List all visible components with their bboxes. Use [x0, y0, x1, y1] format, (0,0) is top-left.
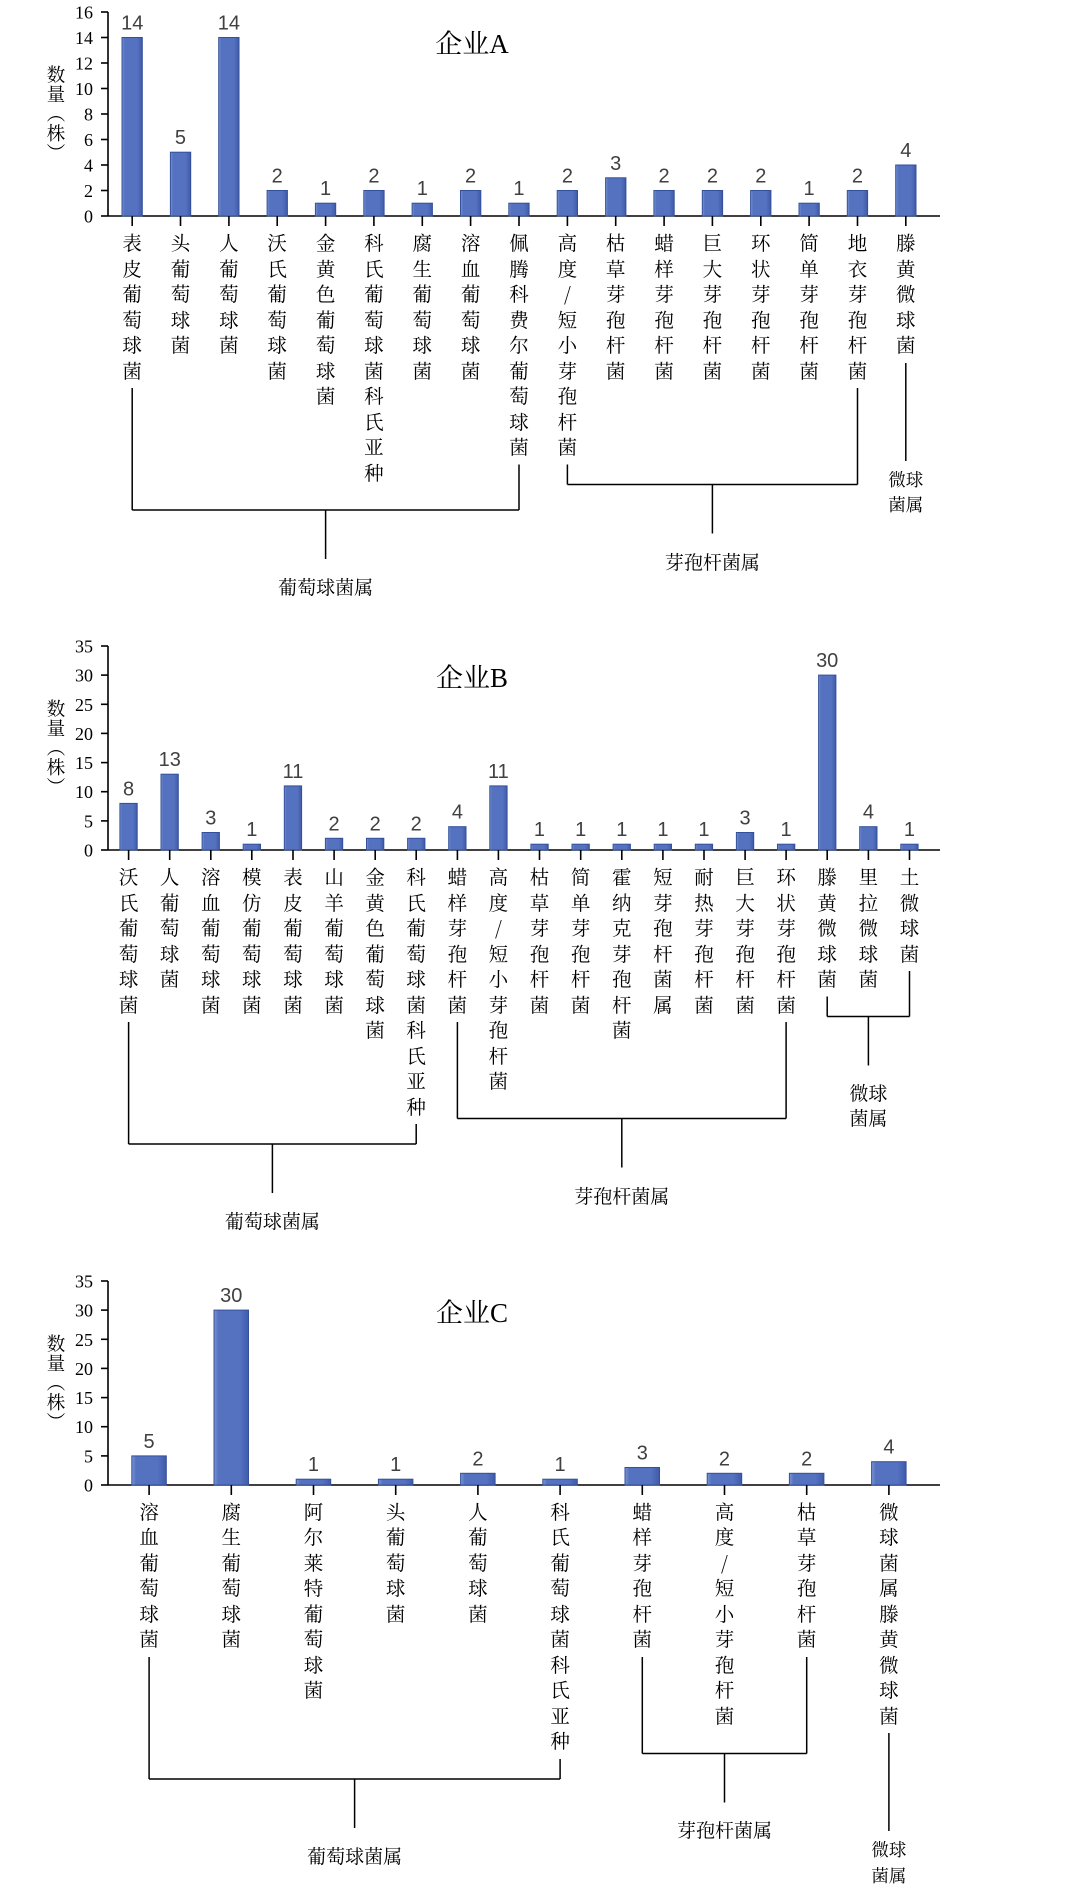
svg-text:11: 11 — [283, 761, 304, 783]
svg-text:1: 1 — [390, 1454, 401, 1476]
svg-text:4: 4 — [900, 140, 911, 162]
svg-text:1: 1 — [320, 178, 331, 200]
svg-text:10: 10 — [75, 1417, 93, 1437]
svg-text:1: 1 — [513, 178, 524, 200]
svg-text:5: 5 — [144, 1431, 155, 1453]
svg-text:1: 1 — [781, 820, 792, 842]
svg-text:2: 2 — [852, 165, 863, 187]
svg-text:2: 2 — [719, 1448, 730, 1470]
svg-text:20: 20 — [75, 724, 93, 744]
svg-text:2: 2 — [368, 165, 379, 187]
svg-text:14: 14 — [218, 12, 240, 34]
svg-text:1: 1 — [575, 820, 586, 842]
svg-text:2: 2 — [801, 1448, 812, 1470]
svg-text:2: 2 — [84, 181, 93, 201]
svg-text:5: 5 — [175, 127, 186, 149]
svg-text:8: 8 — [84, 104, 93, 124]
svg-text:4: 4 — [863, 802, 874, 824]
svg-text:1: 1 — [804, 178, 815, 200]
svg-text:2: 2 — [659, 165, 670, 187]
svg-text:0: 0 — [84, 1475, 93, 1495]
svg-text:企业B: 企业B — [436, 663, 508, 693]
svg-text:1: 1 — [417, 178, 428, 200]
svg-text:20: 20 — [75, 1359, 93, 1379]
svg-text:5: 5 — [84, 812, 93, 832]
svg-text:8: 8 — [123, 779, 134, 801]
svg-text:16: 16 — [75, 2, 93, 22]
svg-text:13: 13 — [159, 750, 181, 772]
svg-text:2: 2 — [465, 165, 476, 187]
svg-text:11: 11 — [488, 761, 509, 783]
svg-text:3: 3 — [205, 808, 216, 830]
svg-text:12: 12 — [75, 53, 93, 73]
svg-text:10: 10 — [75, 783, 93, 803]
svg-text:2: 2 — [562, 165, 573, 187]
svg-text:1: 1 — [616, 820, 627, 842]
svg-text:15: 15 — [75, 753, 93, 773]
svg-text:30: 30 — [75, 666, 93, 686]
svg-text:1: 1 — [904, 820, 915, 842]
svg-text:2: 2 — [370, 814, 381, 836]
svg-text:2: 2 — [472, 1448, 483, 1470]
svg-text:3: 3 — [610, 153, 621, 175]
svg-text:4: 4 — [452, 802, 463, 824]
svg-text:35: 35 — [75, 637, 93, 657]
svg-text:3: 3 — [740, 808, 751, 830]
svg-text:2: 2 — [329, 814, 340, 836]
svg-text:1: 1 — [308, 1454, 319, 1476]
svg-text:0: 0 — [84, 841, 93, 861]
svg-text:35: 35 — [75, 1271, 93, 1291]
svg-text:30: 30 — [75, 1300, 93, 1320]
svg-text:5: 5 — [84, 1446, 93, 1466]
svg-text:1: 1 — [534, 820, 545, 842]
svg-text:14: 14 — [121, 12, 143, 34]
svg-text:1: 1 — [246, 820, 257, 842]
svg-text:1: 1 — [657, 820, 668, 842]
svg-text:30: 30 — [816, 650, 838, 672]
svg-text:25: 25 — [75, 695, 93, 715]
svg-text:14: 14 — [75, 28, 93, 48]
svg-text:6: 6 — [84, 130, 93, 150]
svg-text:1: 1 — [555, 1454, 566, 1476]
svg-text:2: 2 — [707, 165, 718, 187]
svg-text:2: 2 — [411, 814, 422, 836]
svg-text:4: 4 — [883, 1436, 894, 1458]
svg-text:15: 15 — [75, 1388, 93, 1408]
svg-text:2: 2 — [755, 165, 766, 187]
svg-text:25: 25 — [75, 1330, 93, 1350]
svg-text:10: 10 — [75, 79, 93, 99]
svg-text:企业C: 企业C — [436, 1298, 508, 1328]
svg-text:30: 30 — [220, 1285, 242, 1307]
svg-text:2: 2 — [272, 165, 283, 187]
svg-text:3: 3 — [637, 1442, 648, 1464]
svg-text:4: 4 — [84, 155, 93, 175]
svg-text:企业A: 企业A — [435, 29, 509, 59]
svg-text:1: 1 — [698, 820, 709, 842]
svg-text:0: 0 — [84, 206, 93, 226]
